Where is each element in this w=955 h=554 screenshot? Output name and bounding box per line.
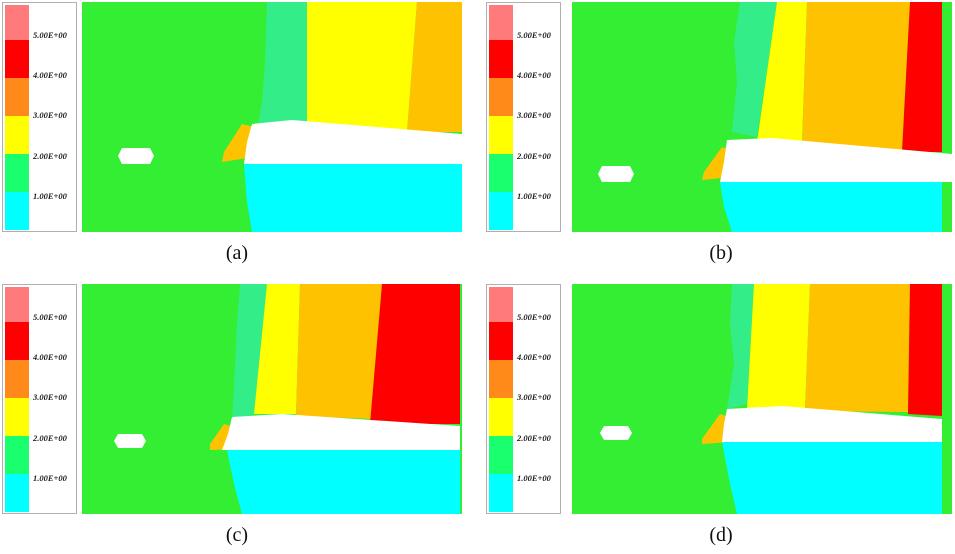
legend-swatch-1 — [5, 436, 29, 474]
legend-swatch-4 — [5, 322, 29, 360]
legend-label: 4.00E+00 — [33, 70, 67, 80]
legend-label: 3.00E+00 — [33, 110, 67, 120]
legend: 5.00E+00 4.00E+00 3.00E+00 2.00E+00 1.00… — [2, 2, 77, 232]
legend-swatch-0 — [489, 192, 513, 230]
legend-label: 1.00E+00 — [33, 473, 67, 483]
contour-region-white — [114, 434, 146, 448]
legend-label: 1.00E+00 — [517, 191, 551, 201]
legend-label: 1.00E+00 — [33, 191, 67, 201]
contour-plot — [572, 2, 952, 232]
legend: 5.00E+00 4.00E+00 3.00E+00 2.00E+00 1.00… — [486, 2, 561, 232]
contour-region-white — [720, 138, 952, 182]
legend-swatch-1 — [5, 154, 29, 192]
legend-swatch-5 — [5, 5, 29, 40]
legend-label: 4.00E+00 — [517, 70, 551, 80]
contour-region-red — [902, 2, 942, 152]
legend-label: 5.00E+00 — [517, 312, 551, 322]
legend-label: 2.00E+00 — [517, 433, 551, 443]
contour-region-red — [908, 284, 942, 416]
legend-swatch-2 — [5, 116, 29, 154]
panel-b: 5.00E+00 4.00E+00 3.00E+00 2.00E+00 1.00… — [486, 2, 955, 272]
legend-swatch-2 — [489, 398, 513, 436]
legend-label: 5.00E+00 — [517, 30, 551, 40]
legend-label: 4.00E+00 — [517, 352, 551, 362]
contour-plot — [572, 284, 952, 514]
legend-swatch-2 — [5, 398, 29, 436]
legend-swatch-4 — [489, 40, 513, 78]
legend-swatch-1 — [489, 436, 513, 474]
legend-swatch-2 — [489, 116, 513, 154]
contour-region-white — [222, 414, 460, 450]
contour-region-teal — [727, 284, 754, 409]
contour-region-yellow — [747, 284, 810, 409]
contour-plot — [82, 284, 462, 514]
contour-region-yellow — [307, 2, 417, 132]
contour-region-teal — [732, 2, 777, 137]
legend-label: 5.00E+00 — [33, 30, 67, 40]
contour-region-yellow — [254, 284, 300, 414]
contour-region-orange — [407, 2, 462, 132]
contour-region-orange — [805, 284, 910, 412]
contour-region-white — [600, 426, 632, 440]
legend-swatch-4 — [5, 40, 29, 78]
contour-region-teal — [257, 2, 307, 132]
contour-region-cyan — [720, 182, 942, 232]
legend-swatch-4 — [489, 322, 513, 360]
panel-caption: (b) — [709, 242, 733, 264]
legend-swatch-0 — [5, 192, 29, 230]
legend-label: 3.00E+00 — [517, 392, 551, 402]
legend: 5.00E+00 4.00E+00 3.00E+00 2.00E+00 1.00… — [486, 284, 561, 514]
legend-swatch-5 — [489, 287, 513, 322]
panel-caption: (c) — [225, 524, 249, 546]
legend-swatch-3 — [489, 78, 513, 116]
contour-region-orange — [296, 284, 382, 419]
contour-region-white — [598, 166, 634, 182]
legend-label: 2.00E+00 — [33, 433, 67, 443]
legend-label: 1.00E+00 — [517, 473, 551, 483]
contour-region-cyan — [244, 164, 462, 232]
contour-region-red — [370, 284, 460, 424]
contour-region-white — [722, 406, 942, 442]
legend-label: 3.00E+00 — [33, 392, 67, 402]
legend-label: 5.00E+00 — [33, 312, 67, 322]
legend: 5.00E+00 4.00E+00 3.00E+00 2.00E+00 1.00… — [2, 284, 77, 514]
contour-plot — [82, 2, 462, 232]
legend-label: 3.00E+00 — [517, 110, 551, 120]
legend-swatch-0 — [489, 474, 513, 512]
contour-region-teal — [232, 284, 267, 424]
panel-d: 5.00E+00 4.00E+00 3.00E+00 2.00E+00 1.00… — [486, 284, 955, 554]
panel-a: 5.00E+00 4.00E+00 3.00E+00 2.00E+00 1.00… — [2, 2, 472, 272]
contour-region-orange — [802, 2, 910, 150]
legend-label: 4.00E+00 — [33, 352, 67, 362]
contour-region-yellow — [757, 2, 807, 142]
contour-region-white — [244, 120, 462, 164]
legend-label: 2.00E+00 — [517, 151, 551, 161]
legend-label: 2.00E+00 — [33, 151, 67, 161]
contour-region-white — [118, 148, 154, 164]
legend-swatch-1 — [489, 154, 513, 192]
contour-region-cyan — [722, 442, 942, 514]
legend-swatch-5 — [5, 287, 29, 322]
contour-region-cyan — [227, 450, 460, 514]
panel-caption: (a) — [225, 242, 249, 264]
panel-c: 5.00E+00 4.00E+00 3.00E+00 2.00E+00 1.00… — [2, 284, 472, 554]
panel-caption: (d) — [709, 524, 733, 546]
legend-swatch-0 — [5, 474, 29, 512]
legend-swatch-3 — [5, 360, 29, 398]
legend-swatch-3 — [5, 78, 29, 116]
legend-swatch-3 — [489, 360, 513, 398]
legend-swatch-5 — [489, 5, 513, 40]
